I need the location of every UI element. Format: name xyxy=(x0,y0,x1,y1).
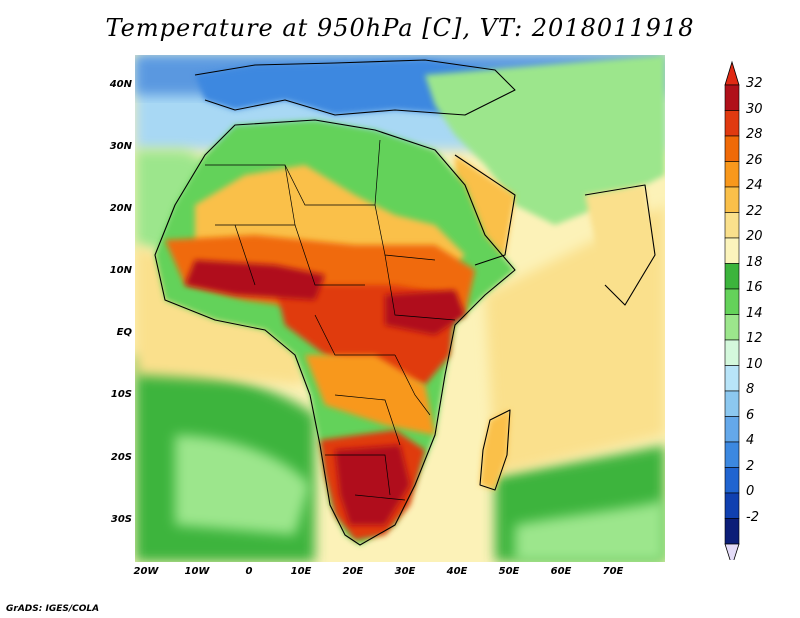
lon-label-0: 0 xyxy=(245,566,253,577)
colorbar-segment xyxy=(724,135,740,162)
madagascar xyxy=(480,410,510,490)
chart-title: Temperature at 950hPa [C], VT: 201801191… xyxy=(105,14,695,42)
congo-warm xyxy=(305,355,435,435)
kalahari-hottest xyxy=(335,445,410,525)
lat-label-30s: 30S xyxy=(110,514,132,525)
colorbar-label: 32 xyxy=(746,76,763,91)
colorbar-segment xyxy=(724,288,740,315)
colorbar-label: 26 xyxy=(746,152,763,168)
colorbar-segment xyxy=(724,416,740,443)
lon-label-70e: 70E xyxy=(602,566,624,577)
colorbar-segment xyxy=(724,441,740,468)
lat-label-20s: 20S xyxy=(110,452,132,463)
colorbar-segment xyxy=(724,467,740,494)
lat-label-40n: 40N xyxy=(109,79,132,90)
colorbar-segment xyxy=(724,314,740,341)
colorbar-label: 16 xyxy=(746,280,763,295)
colorbar-segment xyxy=(724,84,740,111)
south-indian-light-green xyxy=(515,500,665,562)
colorbar-label: 28 xyxy=(746,127,763,142)
colorbar-label: 18 xyxy=(746,254,763,270)
west-africa-hottest xyxy=(185,260,325,300)
country-borders xyxy=(205,139,456,501)
lat-label-20n: 20N xyxy=(109,203,132,214)
colorbar-label: 24 xyxy=(746,178,763,193)
lon-label-20w: 20W xyxy=(133,566,159,577)
colorbar-label: 30 xyxy=(746,101,763,117)
south-atlantic-light-green xyxy=(175,435,310,535)
colorbar-label: 0 xyxy=(746,484,755,499)
colorbar-segment xyxy=(724,110,740,137)
colorbar-label: 4 xyxy=(746,433,755,448)
lon-label-20e: 20E xyxy=(342,566,364,577)
colorbar-label: 22 xyxy=(746,203,763,219)
colorbar-label: -2 xyxy=(746,509,759,525)
asia-land xyxy=(425,55,665,225)
lat-label-eq: EQ xyxy=(116,327,132,338)
colorbar-segment xyxy=(724,212,740,239)
colorbar-top-arrow xyxy=(724,60,740,86)
lon-label-50e: 50E xyxy=(498,566,520,577)
colorbar-label: 8 xyxy=(746,382,755,397)
lat-label-30n: 30N xyxy=(109,141,132,152)
lon-label-30e: 30E xyxy=(394,566,416,577)
temperature-map xyxy=(135,55,665,562)
colorbar-label: 20 xyxy=(746,229,763,244)
lon-label-60e: 60E xyxy=(550,566,572,577)
colorbar-segment xyxy=(724,186,740,213)
colorbar-label: 12 xyxy=(746,331,763,346)
colorbar-segment xyxy=(724,339,740,366)
map-canvas xyxy=(135,55,665,562)
colorbar-segment xyxy=(724,161,740,188)
colorbar-segment xyxy=(724,263,740,290)
lon-label-40e: 40E xyxy=(446,566,468,577)
colorbar-segment xyxy=(724,492,740,519)
colorbar-bottom-arrow xyxy=(724,543,740,560)
lon-label-10w: 10W xyxy=(184,566,210,577)
colorbar-segment xyxy=(724,237,740,264)
lon-label-10e: 10E xyxy=(290,566,312,577)
colorbar-label: 6 xyxy=(746,407,755,423)
east-africa-hottest xyxy=(385,290,465,335)
colorbar-segment xyxy=(724,365,740,392)
colorbar-segment xyxy=(724,390,740,417)
lat-label-10s: 10S xyxy=(110,389,132,400)
credit-text: GrADS: IGES/COLA xyxy=(6,604,100,614)
coastlines xyxy=(154,59,656,546)
colorbar-label: 14 xyxy=(746,305,763,321)
colorbar-label: 10 xyxy=(746,356,763,372)
lat-label-10n: 10N xyxy=(109,265,132,276)
colorbar xyxy=(724,60,740,560)
colorbar-label: 2 xyxy=(746,458,755,474)
colorbar-segment xyxy=(724,518,740,545)
india-land xyxy=(585,185,655,305)
